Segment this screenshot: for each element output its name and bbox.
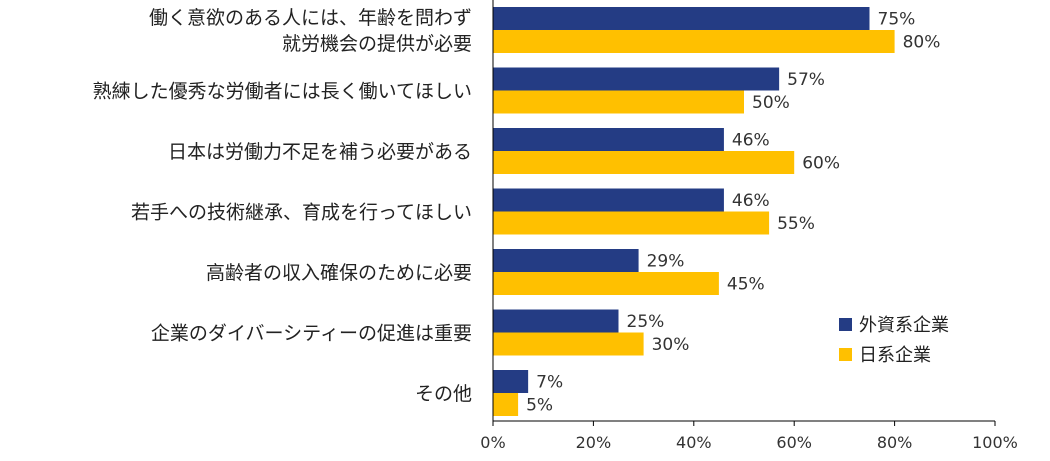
value-label: 46%: [732, 131, 770, 151]
bar-foreign: [493, 249, 639, 272]
legend-swatch: [839, 348, 852, 361]
value-label: 7%: [536, 373, 563, 393]
bar-japanese: [493, 90, 744, 114]
legend-label: 日系企業: [859, 345, 931, 366]
x-tick-labels: 0% 20% 40% 60% 80% 100%: [480, 433, 1018, 452]
value-label: 30%: [652, 335, 690, 355]
value-label: 75%: [878, 10, 916, 30]
value-label: 80%: [903, 33, 941, 53]
bar-foreign: [493, 7, 870, 30]
bar-japanese: [493, 332, 644, 356]
category-label: 若手への技術継承、育成を行ってほしい: [131, 202, 472, 224]
bar-japanese: [493, 393, 519, 416]
bars: [493, 7, 895, 416]
category-label: 熟練した優秀な労働者には長く働いてほしい: [93, 81, 472, 103]
x-tick-label: 100%: [972, 433, 1018, 452]
bar-japanese: [493, 151, 795, 174]
value-label: 29%: [647, 252, 685, 272]
value-label: 50%: [752, 93, 790, 113]
category-label: その他: [415, 383, 472, 405]
value-label: 60%: [802, 154, 840, 174]
x-tick-label: 80%: [877, 433, 913, 452]
category-label: 高齢者の収入確保のために必要: [206, 262, 472, 284]
x-tick-label: 0%: [480, 433, 505, 452]
value-label: 25%: [627, 312, 665, 332]
bar-foreign: [493, 309, 619, 333]
bar-japanese: [493, 30, 895, 53]
category-label: 就労機会の提供が必要: [282, 33, 472, 55]
bar-foreign: [493, 67, 780, 91]
axes: [492, 0, 996, 426]
value-label: 5%: [526, 396, 553, 416]
legend-label: 外資系企業: [859, 315, 949, 336]
value-label: 57%: [787, 70, 825, 90]
bar-foreign: [493, 188, 724, 212]
category-label: 企業のダイバーシティーの促進は重要: [151, 323, 472, 345]
bar-japanese: [493, 272, 719, 295]
category-label: 働く意欲のある人には、年齢を問わず: [149, 7, 472, 29]
value-label: 45%: [727, 275, 765, 295]
bar-foreign: [493, 370, 529, 393]
category-labels: 働く意欲のある人には、年齢を問わず就労機会の提供が必要熟練した優秀な労働者には長…: [93, 7, 472, 405]
bar-foreign: [493, 128, 724, 151]
x-tick-label: 20%: [576, 433, 612, 452]
value-labels: 75% 80% 57% 50% 46% 60% 46% 55% 29% 45% 25% 30% 7% 5%: [526, 10, 940, 416]
bar-japanese: [493, 211, 770, 235]
value-label: 55%: [777, 214, 815, 234]
x-tick-label: 60%: [776, 433, 812, 452]
category-label: 日本は労働力不足を補う必要がある: [168, 141, 472, 163]
legend-swatch: [839, 318, 852, 331]
value-label: 46%: [732, 191, 770, 211]
x-tick-label: 40%: [676, 433, 712, 452]
